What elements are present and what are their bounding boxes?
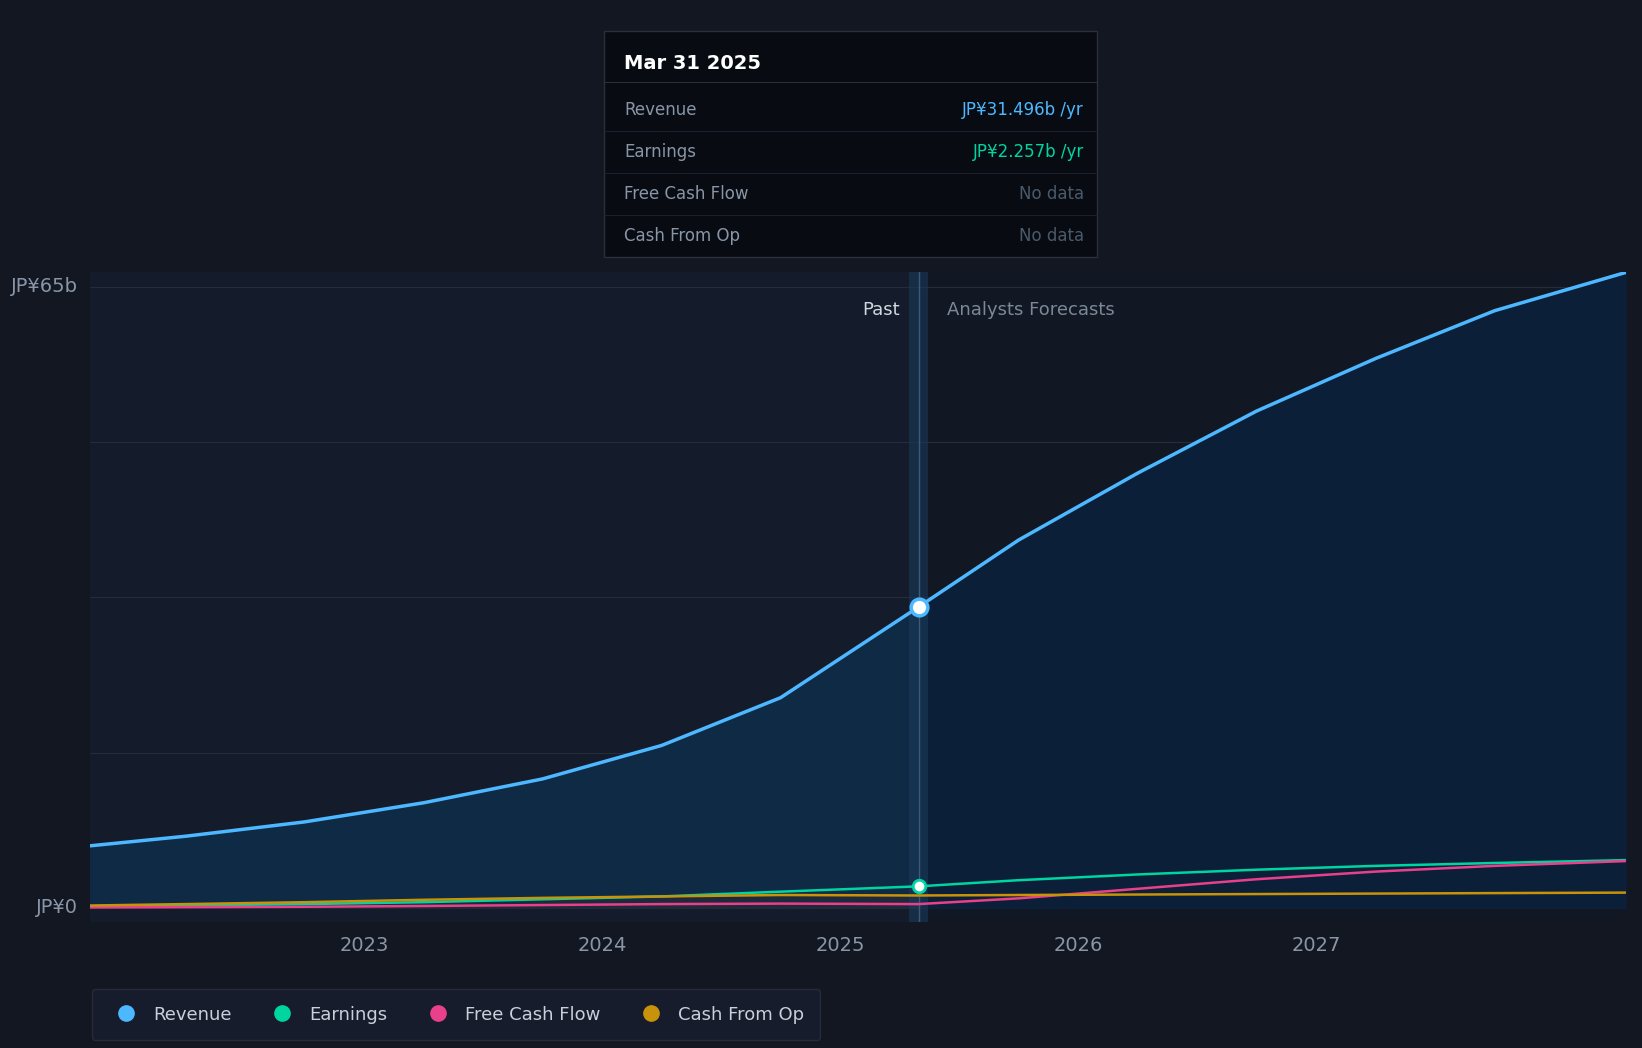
Text: JP¥31.496b /yr: JP¥31.496b /yr (962, 101, 1084, 119)
Bar (90, 272, 918, 922)
Legend: Revenue, Earnings, Free Cash Flow, Cash From Op: Revenue, Earnings, Free Cash Flow, Cash … (92, 989, 821, 1040)
Text: JP¥0: JP¥0 (36, 898, 79, 917)
Text: Cash From Op: Cash From Op (624, 226, 741, 245)
Text: JP¥2.257b /yr: JP¥2.257b /yr (972, 143, 1084, 161)
Bar (918, 272, 1626, 922)
Text: Free Cash Flow: Free Cash Flow (624, 184, 749, 203)
Text: Revenue: Revenue (624, 101, 696, 119)
Text: Analysts Forecasts: Analysts Forecasts (947, 301, 1115, 320)
Text: JP¥65b: JP¥65b (11, 278, 79, 297)
Text: Earnings: Earnings (624, 143, 696, 161)
Text: Mar 31 2025: Mar 31 2025 (624, 54, 760, 73)
Bar (910, 272, 928, 922)
Text: Past: Past (862, 301, 900, 320)
Text: No data: No data (1018, 184, 1084, 203)
Text: No data: No data (1018, 226, 1084, 245)
